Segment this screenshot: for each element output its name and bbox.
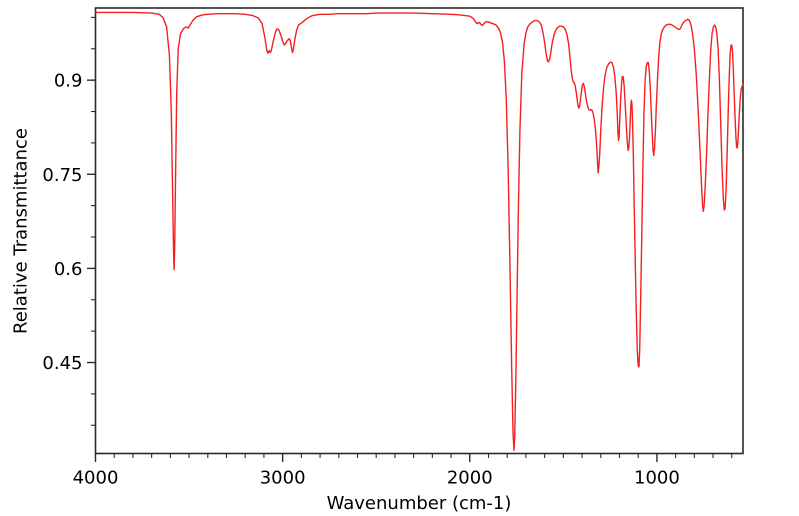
x-tick-label: 1000 — [634, 468, 680, 489]
x-tick-label: 4000 — [73, 468, 119, 489]
plot-frame — [94, 7, 744, 455]
y-tick-label: 0.45 — [42, 353, 82, 374]
x-tick-label: 3000 — [260, 468, 306, 489]
y-tick-label: 0.6 — [54, 259, 83, 280]
x-axis-label: Wavenumber (cm-1) — [326, 493, 512, 514]
x-tick-label: 2000 — [447, 468, 493, 489]
y-axis-label: Relative Transmittance — [10, 128, 32, 334]
y-tick-label: 0.75 — [42, 165, 82, 186]
spectrum-line — [94, 11, 744, 452]
y-tick-label: 0.9 — [54, 71, 83, 92]
